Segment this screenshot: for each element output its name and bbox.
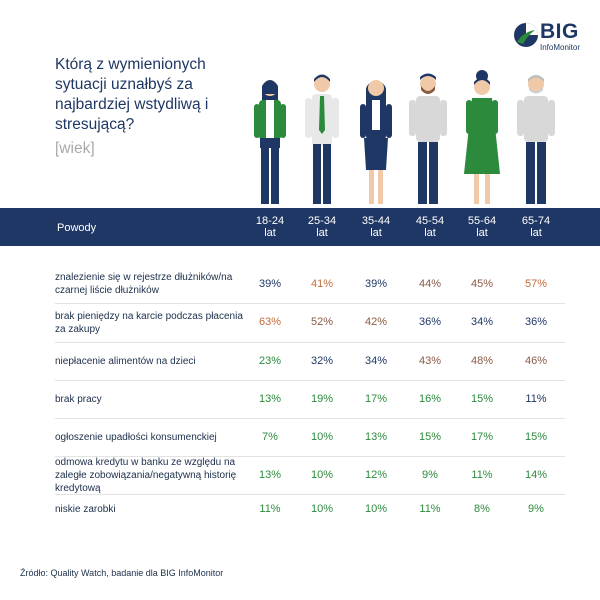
value-cell: 17%	[470, 430, 494, 443]
row-label: znalezienie się w rejestrze dłużników/na…	[55, 272, 233, 296]
row-label: ogłoszenie upadłości konsumenckiej	[55, 431, 217, 443]
value-cell: 10%	[310, 468, 334, 481]
value-cell: 23%	[258, 354, 282, 367]
table-row: niskie zarobki 11% 10% 10% 11% 8% 9%	[55, 494, 565, 524]
value-cell: 15%	[470, 392, 494, 405]
row-label: niskie zarobki	[55, 503, 116, 515]
figure-25-34	[305, 74, 339, 204]
value-cell: 43%	[418, 354, 442, 367]
age-group-figures	[254, 70, 555, 204]
value-cell: 13%	[364, 430, 388, 443]
column-header-3: 35-44 lat	[361, 215, 391, 239]
value-cell: 13%	[258, 392, 282, 405]
header-label-powody: Powody	[57, 222, 97, 234]
value-cell: 11%	[419, 502, 441, 515]
figure-55-64	[464, 70, 500, 204]
value-cell: 11%	[525, 392, 547, 405]
value-cell: 34%	[470, 316, 494, 328]
row-label: niepłacenie alimentów na dzieci	[55, 355, 196, 367]
value-cell: 11%	[471, 468, 493, 481]
value-cell: 13%	[258, 468, 282, 481]
value-cell: 52%	[310, 316, 334, 328]
value-cell: 41%	[310, 277, 334, 290]
row-label: odmowa kredytu w banku ze względu na zal…	[55, 456, 237, 494]
value-cell: 9%	[422, 468, 438, 481]
figure-35-44	[360, 80, 392, 204]
value-cell: 42%	[364, 316, 388, 328]
value-cell: 14%	[524, 468, 548, 481]
logo-emblem-icon	[514, 23, 538, 47]
table-row: znalezienie się w rejestrze dłużników/na…	[55, 265, 565, 304]
value-cell: 10%	[310, 430, 334, 443]
column-header-1: 18-24 lat	[255, 215, 285, 239]
column-header-4: 45-54 lat	[415, 215, 445, 239]
table-row: brak pieniędzy na karcie podczas płaceni…	[55, 303, 565, 343]
value-cell: 45%	[470, 277, 494, 290]
value-cell: 32%	[310, 354, 334, 367]
value-cell: 19%	[310, 392, 334, 405]
chart-subtitle: [wiek]	[55, 140, 95, 157]
value-cell: 57%	[524, 277, 548, 290]
value-cell: 15%	[524, 430, 548, 443]
figure-65-74	[517, 75, 555, 204]
row-label: brak pracy	[55, 393, 102, 405]
column-header-6: 65-74 lat	[521, 215, 551, 239]
value-cell: 16%	[418, 392, 442, 405]
value-cell: 8%	[474, 502, 490, 515]
table-row: niepłacenie alimentów na dzieci 23% 32% 34%…	[55, 342, 565, 381]
value-cell: 17%	[364, 392, 388, 405]
value-cell: 36%	[418, 316, 442, 328]
value-cell: 44%	[418, 277, 442, 290]
value-cell: 15%	[418, 430, 442, 443]
value-cell: 36%	[524, 316, 548, 328]
row-label: brak pieniędzy na karcie podczas płaceni…	[55, 310, 243, 335]
chart-title: Którą z wymienionych sytuacji uznałbyś z…	[55, 56, 209, 133]
column-header-2: 25-34 lat	[307, 215, 337, 239]
value-cell: 11%	[259, 502, 281, 515]
value-cell: 10%	[310, 502, 334, 515]
source-note: Źródło: Quality Watch, badanie dla BIG I…	[20, 568, 224, 578]
value-cell: 10%	[364, 502, 388, 515]
table-header: Powody 18-24 lat 25-34 lat 35-44 lat 45-54 lat 5…	[0, 208, 600, 246]
figure-18-24	[254, 80, 286, 204]
value-cell: 34%	[364, 354, 388, 367]
big-infomonitor-logo: BIG InfoMonitor	[513, 20, 593, 52]
figure-45-54	[409, 73, 447, 204]
logo-sub-text: InfoMonitor	[540, 43, 581, 52]
value-cell: 9%	[528, 502, 544, 515]
column-header-5: 55-64 lat	[467, 215, 497, 239]
value-cell: 48%	[470, 354, 494, 367]
value-cell: 63%	[258, 316, 282, 328]
table-row: ogłoszenie upadłości konsumenckiej 7% 10% 1…	[55, 418, 565, 457]
value-cell: 39%	[364, 277, 388, 290]
table-row: odmowa kredytu w banku ze względu na zal…	[55, 456, 565, 495]
value-cell: 7%	[262, 430, 278, 443]
logo-brand-text: BIG	[540, 20, 579, 43]
value-cell: 39%	[258, 277, 282, 290]
value-cell: 46%	[524, 354, 548, 367]
table-row: brak pracy 13% 19% 17% 16% 15% 11%	[55, 380, 565, 419]
value-cell: 12%	[364, 468, 388, 481]
